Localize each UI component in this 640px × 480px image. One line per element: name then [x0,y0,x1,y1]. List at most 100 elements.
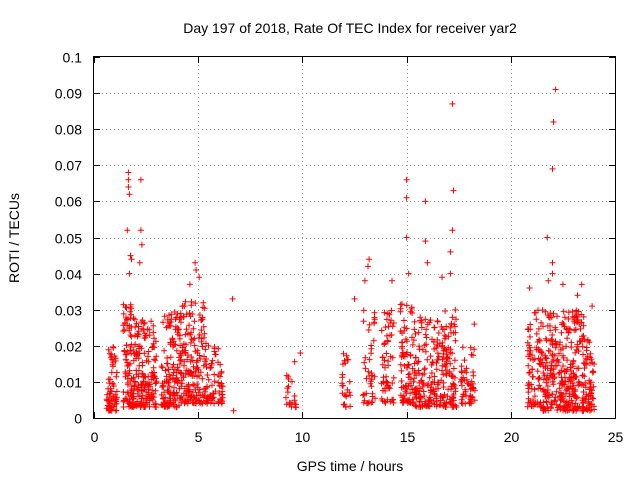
data-point [459,344,466,351]
data-point [128,333,135,340]
data-point [343,392,350,399]
data-point [543,355,550,362]
data-point [436,353,442,360]
y-axis-label: ROTI / TECUs [6,193,22,283]
data-point [433,345,440,352]
data-point [198,327,205,334]
data-point [527,333,533,340]
data-point [163,400,170,407]
data-point [149,387,156,394]
data-point [172,316,179,323]
data-point [551,352,558,359]
data-point [366,321,373,328]
data-point [200,299,207,306]
data-point [123,342,130,349]
data-point [125,184,132,190]
data-point [201,305,208,312]
data-point [198,316,205,323]
data-point [578,281,585,288]
data-point [127,332,134,339]
data-point [201,330,208,337]
data-point [383,332,390,339]
data-point [381,309,388,316]
data-point [168,311,175,318]
data-point [385,383,391,390]
data-point [572,386,579,393]
data-point [398,367,405,374]
y-tick-label: 0.1 [63,50,83,66]
data-point [525,353,532,360]
data-point [447,270,454,277]
data-point [107,394,114,401]
data-point [408,304,415,311]
data-point [160,319,166,326]
data-point [525,362,532,369]
data-point [204,372,211,378]
data-point [138,241,145,248]
data-point [189,373,196,379]
data-point [427,317,434,324]
data-point [424,356,431,363]
data-point [550,381,557,388]
data-point [170,361,177,368]
data-point [575,382,582,389]
data-point [110,344,117,351]
data-point [406,370,413,377]
data-point [163,324,170,331]
data-point [461,357,468,364]
data-point [212,351,219,358]
data-point [107,407,114,414]
data-point [291,393,298,399]
data-point [560,352,566,359]
data-point [579,372,586,379]
data-point [402,336,409,343]
data-point [448,321,455,328]
data-point [439,367,445,374]
data-point [524,403,531,410]
data-point [551,397,558,404]
data-point [193,365,200,372]
data-point [441,326,448,333]
data-point [422,238,429,245]
data-point [587,350,594,357]
data-point [177,357,184,364]
data-point [216,382,223,389]
data-point [199,316,206,323]
data-point [151,335,157,342]
data-point [211,344,218,350]
x-tick-label: 20 [504,429,520,445]
data-point [450,391,457,398]
data-point [467,392,474,399]
data-point [534,399,541,406]
data-point [584,337,591,344]
data-point [565,309,572,316]
data-point [424,259,431,266]
y-tick-label: 0.06 [55,194,82,210]
data-point [126,270,133,277]
data-point [463,376,470,383]
data-point [587,407,593,414]
data-point [397,361,404,368]
data-point [183,392,190,399]
data-point [128,350,135,357]
data-point [371,320,378,327]
data-point [351,295,358,302]
data-point [573,307,580,314]
data-point [448,329,454,336]
data-point [180,313,187,320]
data-point [185,352,191,359]
data-point [390,374,397,381]
data-point [388,317,395,324]
data-point [427,353,434,360]
data-point [467,344,474,351]
data-point [209,382,215,389]
y-tick-label: 0.01 [55,375,82,391]
data-point [525,389,532,396]
data-point [559,281,566,288]
data-point [211,371,218,378]
data-point [403,383,410,390]
data-point [171,309,178,315]
data-point [442,346,449,353]
data-point [574,405,581,412]
data-point [574,365,580,372]
